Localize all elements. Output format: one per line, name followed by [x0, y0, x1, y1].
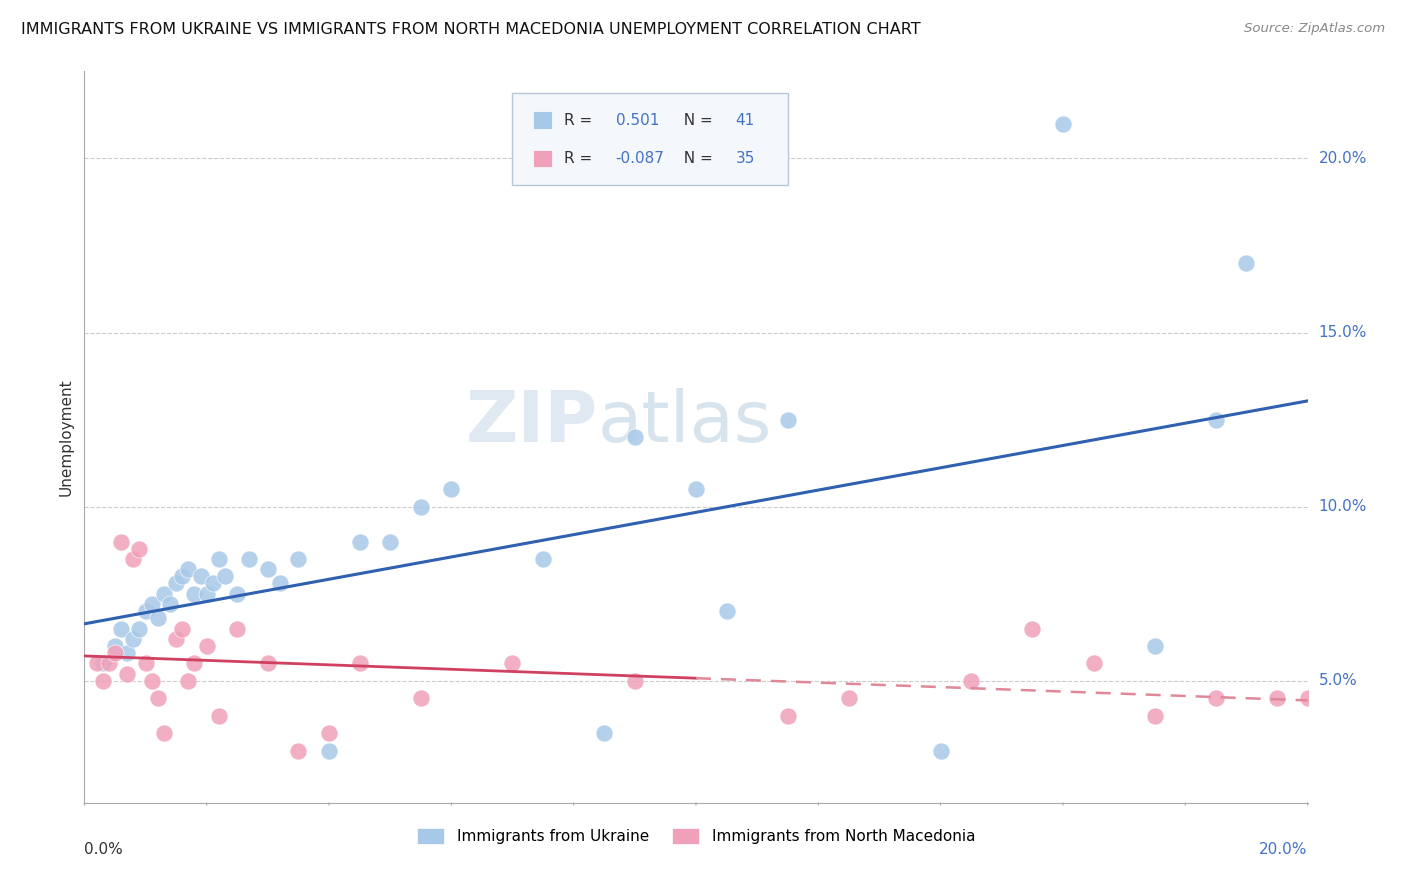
Point	[177, 562, 200, 576]
Point	[1143, 639, 1166, 653]
Point	[349, 534, 371, 549]
Text: 0.501: 0.501	[616, 113, 659, 128]
Text: -0.087: -0.087	[616, 151, 665, 166]
Point	[1296, 691, 1319, 706]
Text: 20.0%: 20.0%	[1260, 842, 1308, 856]
Point	[146, 611, 169, 625]
Point	[104, 646, 127, 660]
Point	[214, 569, 236, 583]
Point	[226, 587, 249, 601]
Point	[226, 622, 249, 636]
Point	[97, 657, 120, 671]
Legend: Immigrants from Ukraine, Immigrants from North Macedonia: Immigrants from Ukraine, Immigrants from…	[411, 822, 981, 850]
Point	[409, 500, 432, 514]
Point	[502, 657, 524, 671]
Point	[141, 597, 163, 611]
Point	[1265, 691, 1288, 706]
Point	[380, 534, 402, 549]
Point	[838, 691, 860, 706]
Point	[593, 726, 616, 740]
FancyBboxPatch shape	[533, 112, 553, 129]
Point	[1021, 622, 1043, 636]
Point	[208, 708, 231, 723]
Point	[716, 604, 738, 618]
Point	[153, 587, 176, 601]
Text: N =: N =	[675, 113, 718, 128]
Point	[201, 576, 224, 591]
Point	[685, 483, 707, 497]
Text: ZIP: ZIP	[465, 388, 598, 457]
Point	[128, 541, 150, 556]
Point	[269, 576, 291, 591]
Point	[135, 657, 157, 671]
Point	[1052, 117, 1074, 131]
Text: N =: N =	[675, 151, 718, 166]
Point	[624, 430, 647, 444]
Point	[257, 562, 280, 576]
Point	[183, 587, 205, 601]
Point	[91, 657, 114, 671]
FancyBboxPatch shape	[513, 94, 787, 185]
Text: 35: 35	[735, 151, 755, 166]
Point	[195, 587, 218, 601]
Point	[349, 657, 371, 671]
Point	[135, 604, 157, 618]
Point	[165, 576, 187, 591]
Point	[409, 691, 432, 706]
Text: 20.0%: 20.0%	[1319, 151, 1367, 166]
Point	[929, 743, 952, 757]
Point	[440, 483, 463, 497]
Point	[115, 646, 138, 660]
Point	[115, 667, 138, 681]
Point	[776, 708, 799, 723]
Point	[110, 622, 132, 636]
Point	[624, 673, 647, 688]
Point	[1143, 708, 1166, 723]
Point	[287, 743, 309, 757]
Text: R =: R =	[564, 151, 598, 166]
Point	[195, 639, 218, 653]
Point	[104, 639, 127, 653]
Point	[183, 657, 205, 671]
Point	[86, 657, 108, 671]
Point	[128, 622, 150, 636]
Point	[153, 726, 176, 740]
Point	[122, 552, 145, 566]
Text: R =: R =	[564, 113, 598, 128]
Point	[531, 552, 554, 566]
Point	[159, 597, 181, 611]
Point	[1205, 691, 1227, 706]
Text: 15.0%: 15.0%	[1319, 325, 1367, 340]
Point	[257, 657, 280, 671]
Point	[238, 552, 260, 566]
Point	[208, 552, 231, 566]
Point	[146, 691, 169, 706]
Text: atlas: atlas	[598, 388, 772, 457]
Point	[91, 673, 114, 688]
Point	[318, 726, 340, 740]
Point	[190, 569, 212, 583]
Text: 0.0%: 0.0%	[84, 842, 124, 856]
Text: 10.0%: 10.0%	[1319, 500, 1367, 515]
Point	[1083, 657, 1105, 671]
Point	[165, 632, 187, 646]
Text: Source: ZipAtlas.com: Source: ZipAtlas.com	[1244, 22, 1385, 36]
Point	[110, 534, 132, 549]
Point	[318, 743, 340, 757]
Point	[1205, 412, 1227, 426]
Point	[172, 569, 194, 583]
Text: 5.0%: 5.0%	[1319, 673, 1357, 689]
Point	[960, 673, 983, 688]
Point	[177, 673, 200, 688]
Text: IMMIGRANTS FROM UKRAINE VS IMMIGRANTS FROM NORTH MACEDONIA UNEMPLOYMENT CORRELAT: IMMIGRANTS FROM UKRAINE VS IMMIGRANTS FR…	[21, 22, 921, 37]
Text: 41: 41	[735, 113, 755, 128]
FancyBboxPatch shape	[533, 150, 553, 168]
Point	[122, 632, 145, 646]
Point	[287, 552, 309, 566]
Point	[1236, 256, 1258, 270]
Y-axis label: Unemployment: Unemployment	[58, 378, 73, 496]
Point	[172, 622, 194, 636]
Point	[141, 673, 163, 688]
Point	[776, 412, 799, 426]
